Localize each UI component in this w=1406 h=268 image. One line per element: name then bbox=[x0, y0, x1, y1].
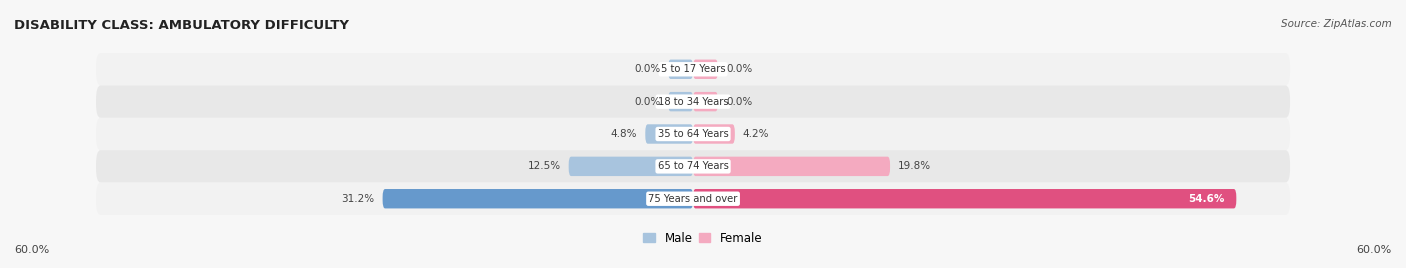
Text: 12.5%: 12.5% bbox=[527, 161, 561, 171]
Text: DISABILITY CLASS: AMBULATORY DIFFICULTY: DISABILITY CLASS: AMBULATORY DIFFICULTY bbox=[14, 19, 349, 32]
Text: 0.0%: 0.0% bbox=[634, 64, 661, 74]
Text: 4.8%: 4.8% bbox=[610, 129, 637, 139]
FancyBboxPatch shape bbox=[693, 92, 718, 111]
Text: 75 Years and over: 75 Years and over bbox=[648, 194, 738, 204]
FancyBboxPatch shape bbox=[96, 85, 1291, 118]
FancyBboxPatch shape bbox=[96, 150, 1291, 183]
Text: 54.6%: 54.6% bbox=[1188, 194, 1225, 204]
FancyBboxPatch shape bbox=[693, 59, 718, 79]
Text: 19.8%: 19.8% bbox=[898, 161, 931, 171]
Text: 60.0%: 60.0% bbox=[14, 245, 49, 255]
Text: 4.2%: 4.2% bbox=[742, 129, 769, 139]
FancyBboxPatch shape bbox=[568, 157, 693, 176]
Text: 0.0%: 0.0% bbox=[634, 97, 661, 107]
FancyBboxPatch shape bbox=[96, 118, 1291, 150]
Text: 60.0%: 60.0% bbox=[1357, 245, 1392, 255]
FancyBboxPatch shape bbox=[693, 124, 735, 144]
FancyBboxPatch shape bbox=[96, 53, 1291, 85]
FancyBboxPatch shape bbox=[645, 124, 693, 144]
Text: 0.0%: 0.0% bbox=[725, 97, 752, 107]
Text: 18 to 34 Years: 18 to 34 Years bbox=[658, 97, 728, 107]
FancyBboxPatch shape bbox=[96, 183, 1291, 215]
FancyBboxPatch shape bbox=[693, 189, 1236, 209]
Text: 0.0%: 0.0% bbox=[725, 64, 752, 74]
FancyBboxPatch shape bbox=[382, 189, 693, 209]
Text: 31.2%: 31.2% bbox=[342, 194, 374, 204]
FancyBboxPatch shape bbox=[693, 157, 890, 176]
FancyBboxPatch shape bbox=[668, 92, 693, 111]
Text: 65 to 74 Years: 65 to 74 Years bbox=[658, 161, 728, 171]
Text: 35 to 64 Years: 35 to 64 Years bbox=[658, 129, 728, 139]
Text: Source: ZipAtlas.com: Source: ZipAtlas.com bbox=[1281, 19, 1392, 29]
Text: 5 to 17 Years: 5 to 17 Years bbox=[661, 64, 725, 74]
FancyBboxPatch shape bbox=[668, 59, 693, 79]
Legend: Male, Female: Male, Female bbox=[644, 232, 762, 245]
